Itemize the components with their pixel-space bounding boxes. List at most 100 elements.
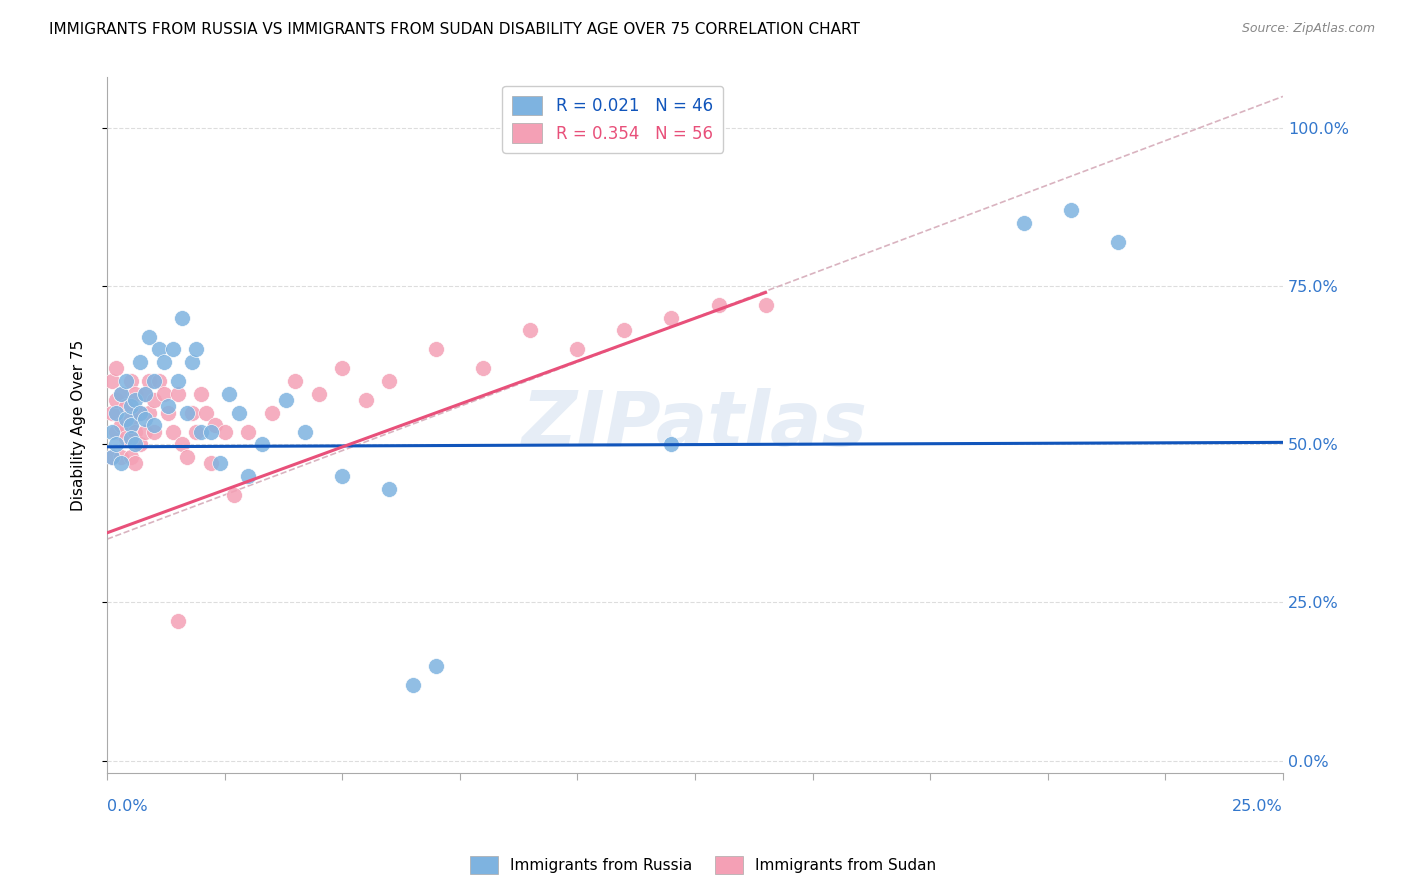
Point	[274, 392, 297, 407]
Point	[1012, 216, 1035, 230]
Point	[124, 392, 146, 407]
Point	[755, 298, 778, 312]
Point	[100, 450, 122, 464]
Point	[180, 355, 202, 369]
Point	[157, 400, 180, 414]
Point	[120, 418, 142, 433]
Point	[124, 437, 146, 451]
Point	[204, 418, 226, 433]
Point	[166, 386, 188, 401]
Point	[166, 615, 188, 629]
Point	[110, 386, 132, 401]
Point	[143, 425, 166, 439]
Text: IMMIGRANTS FROM RUSSIA VS IMMIGRANTS FROM SUDAN DISABILITY AGE OVER 75 CORRELATI: IMMIGRANTS FROM RUSSIA VS IMMIGRANTS FRO…	[49, 22, 860, 37]
Point	[176, 450, 198, 464]
Point	[115, 400, 138, 414]
Point	[162, 425, 184, 439]
Point	[228, 406, 250, 420]
Point	[186, 425, 208, 439]
Point	[284, 374, 307, 388]
Point	[105, 406, 128, 420]
Point	[120, 431, 142, 445]
Point	[134, 386, 156, 401]
Point	[100, 374, 122, 388]
Point	[134, 386, 156, 401]
Point	[186, 343, 208, 357]
Point	[378, 374, 401, 388]
Point	[238, 425, 260, 439]
Point	[152, 386, 174, 401]
Point	[166, 374, 188, 388]
Point	[152, 355, 174, 369]
Text: ZIPatlas: ZIPatlas	[522, 388, 868, 462]
Point	[1107, 235, 1129, 249]
Point	[180, 406, 202, 420]
Text: 25.0%: 25.0%	[1232, 799, 1282, 814]
Point	[110, 456, 132, 470]
Point	[330, 469, 353, 483]
Point	[172, 310, 194, 325]
Point	[124, 425, 146, 439]
Point	[661, 437, 683, 451]
Point	[143, 392, 166, 407]
Point	[1060, 203, 1083, 218]
Legend: R = 0.021   N = 46, R = 0.354   N = 56: R = 0.021 N = 46, R = 0.354 N = 56	[502, 86, 723, 153]
Point	[134, 425, 156, 439]
Text: Source: ZipAtlas.com: Source: ZipAtlas.com	[1241, 22, 1375, 36]
Point	[138, 330, 160, 344]
Point	[120, 450, 142, 464]
Point	[252, 437, 274, 451]
Point	[100, 406, 122, 420]
Point	[172, 437, 194, 451]
Point	[218, 386, 240, 401]
Point	[472, 361, 495, 376]
Point	[194, 406, 217, 420]
Y-axis label: Disability Age Over 75: Disability Age Over 75	[72, 340, 86, 511]
Point	[120, 374, 142, 388]
Point	[425, 658, 447, 673]
Point	[148, 374, 170, 388]
Text: 0.0%: 0.0%	[107, 799, 148, 814]
Point	[100, 425, 122, 439]
Point	[134, 412, 156, 426]
Point	[222, 488, 245, 502]
Point	[190, 425, 212, 439]
Point	[354, 392, 377, 407]
Point	[105, 425, 128, 439]
Point	[120, 412, 142, 426]
Point	[148, 343, 170, 357]
Point	[129, 406, 152, 420]
Point	[124, 386, 146, 401]
Point	[110, 418, 132, 433]
Point	[260, 406, 283, 420]
Point	[567, 343, 589, 357]
Point	[330, 361, 353, 376]
Point	[200, 425, 222, 439]
Point	[661, 310, 683, 325]
Point	[115, 431, 138, 445]
Point	[115, 374, 138, 388]
Point	[124, 456, 146, 470]
Point	[143, 418, 166, 433]
Point	[308, 386, 330, 401]
Point	[519, 323, 541, 337]
Point	[238, 469, 260, 483]
Point	[100, 450, 122, 464]
Point	[707, 298, 730, 312]
Point	[190, 386, 212, 401]
Point	[176, 406, 198, 420]
Point	[120, 400, 142, 414]
Point	[110, 450, 132, 464]
Point	[613, 323, 636, 337]
Point	[105, 361, 128, 376]
Point	[138, 374, 160, 388]
Point	[129, 406, 152, 420]
Point	[129, 437, 152, 451]
Point	[200, 456, 222, 470]
Point	[294, 425, 316, 439]
Point	[162, 343, 184, 357]
Point	[129, 355, 152, 369]
Point	[425, 343, 447, 357]
Point	[110, 386, 132, 401]
Point	[214, 425, 236, 439]
